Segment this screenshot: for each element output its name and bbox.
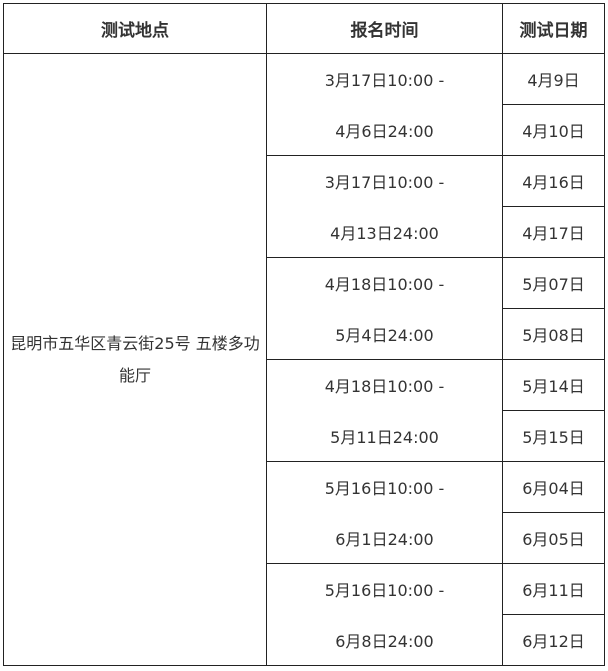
test-date: 6月12日 (502, 614, 605, 666)
table-row: 4月6日24:00 4月10日 (4, 104, 605, 156)
location-cell: 昆明市五华区青云街25号 五楼多功能厅 (3, 53, 267, 666)
registration-end: 5月11日24:00 (266, 410, 503, 462)
header-row: 测试地点 报名时间 测试日期 (3, 3, 605, 54)
table-row: 4月18日10:00 -5月07日 (4, 257, 605, 309)
registration-end: 5月4日24:00 (266, 308, 503, 360)
registration-start: 4月18日10:00 - (266, 359, 503, 411)
table-row: 6月8日24:00 6月12日 (4, 614, 605, 666)
registration-start: 5月16日10:00 - (266, 461, 503, 513)
table-row: 5月16日10:00 -6月11日 (4, 563, 605, 615)
table-row: 5月4日24:00 5月08日 (4, 308, 605, 360)
header-location: 测试地点 (3, 3, 267, 54)
test-date: 5月07日 (502, 257, 605, 309)
registration-end: 4月13日24:00 (266, 206, 503, 258)
test-date: 4月16日 (502, 155, 605, 207)
table-row: 3月17日10:00 -4月16日 (4, 155, 605, 207)
header-test-date: 测试日期 (502, 3, 605, 54)
test-date: 6月11日 (502, 563, 605, 615)
test-date: 5月14日 (502, 359, 605, 411)
registration-start: 3月17日10:00 - (266, 53, 503, 105)
table-row: 5月11日24:00 5月15日 (4, 410, 605, 462)
test-date: 6月05日 (502, 512, 605, 564)
header-registration-time: 报名时间 (266, 3, 503, 54)
registration-end: 4月6日24:00 (266, 104, 503, 156)
registration-start: 3月17日10:00 - (266, 155, 503, 207)
table-row: 昆明市五华区青云街25号 五楼多功能厅 3月17日10:00 -4月9日 (3, 53, 605, 666)
registration-start: 5月16日10:00 - (266, 563, 503, 615)
test-date: 5月08日 (502, 308, 605, 360)
test-date: 6月04日 (502, 461, 605, 513)
registration-start: 4月18日10:00 - (266, 257, 503, 309)
table-row: 6月1日24:00 6月05日 (4, 512, 605, 564)
test-date: 4月9日 (502, 53, 605, 105)
test-date: 4月10日 (502, 104, 605, 156)
test-schedule-table: 测试地点 报名时间 测试日期 昆明市五华区青云街25号 五楼多功能厅 3月17日1… (3, 3, 605, 666)
registration-end: 6月1日24:00 (266, 512, 503, 564)
registration-end: 6月8日24:00 (266, 614, 503, 666)
test-date: 4月17日 (502, 206, 605, 258)
table-row: 5月16日10:00 -6月04日 (4, 461, 605, 513)
table-row: 4月13日24:00 4月17日 (4, 206, 605, 258)
table-row: 4月18日10:00 -5月14日 (4, 359, 605, 411)
test-date: 5月15日 (502, 410, 605, 462)
